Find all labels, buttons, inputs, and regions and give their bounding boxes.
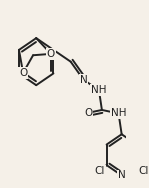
Text: N: N	[80, 75, 87, 85]
Text: Cl: Cl	[94, 166, 105, 176]
Text: N: N	[118, 171, 126, 180]
Text: NH: NH	[111, 108, 126, 118]
Text: O: O	[84, 108, 92, 118]
Text: O: O	[47, 49, 55, 59]
Text: NH: NH	[91, 85, 107, 95]
Text: Cl: Cl	[139, 166, 149, 176]
Text: O: O	[19, 68, 27, 78]
